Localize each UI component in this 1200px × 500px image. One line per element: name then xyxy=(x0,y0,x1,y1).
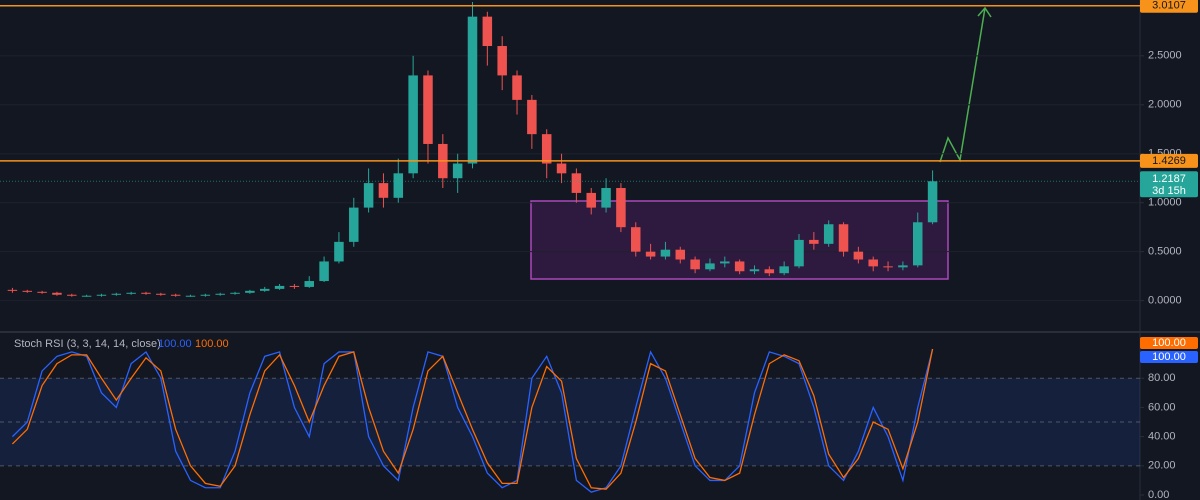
candle-body xyxy=(259,288,270,291)
candle-body xyxy=(22,290,33,292)
candle-body xyxy=(720,261,730,264)
candle-body xyxy=(378,183,389,198)
candle-body xyxy=(274,285,285,289)
candle-body xyxy=(675,249,686,260)
candle-body xyxy=(571,173,582,193)
k-legend-value: 100.00 xyxy=(158,338,192,350)
last-price-label: 1.2187 xyxy=(1152,173,1186,185)
y-tick-label: 2.0000 xyxy=(1148,99,1182,111)
y-tick-label: 60.00 xyxy=(1148,401,1176,413)
candle-body xyxy=(497,46,507,76)
candle-body xyxy=(185,295,196,297)
candle-body xyxy=(734,261,745,272)
candle-body xyxy=(868,259,878,267)
candle-body xyxy=(601,188,611,208)
candle-body xyxy=(363,183,374,208)
candle-body xyxy=(52,292,62,295)
candle-body xyxy=(467,16,478,164)
candle-body xyxy=(809,239,819,244)
last-value-tag xyxy=(1140,337,1198,350)
candle-body xyxy=(37,291,47,293)
candle-body xyxy=(200,294,211,296)
stoch-line xyxy=(11,348,934,493)
candle-body xyxy=(304,281,314,287)
last-price-tag xyxy=(1140,171,1198,198)
candle-body xyxy=(482,16,493,47)
candle-body xyxy=(289,285,300,287)
candle-body xyxy=(764,269,775,274)
candle-body xyxy=(349,207,359,242)
y-tick-label: 0.5000 xyxy=(1148,246,1182,258)
candle-body xyxy=(586,192,596,208)
last-value-label: 100.00 xyxy=(1152,351,1186,363)
arrow-head xyxy=(977,6,992,18)
d-legend-value: 100.00 xyxy=(195,338,229,350)
candle-body xyxy=(690,259,700,270)
level-label: 3.0107 xyxy=(1152,0,1186,12)
candle-body xyxy=(141,292,151,294)
y-tick-label: 80.00 xyxy=(1148,372,1176,384)
level-label: 1.4269 xyxy=(1152,155,1186,167)
last-value-tag xyxy=(1140,351,1198,364)
candle-body xyxy=(645,251,656,257)
y-tick-label: 1.0000 xyxy=(1148,197,1182,209)
y-tick-label: 2.5000 xyxy=(1148,50,1182,62)
candle-body xyxy=(156,293,166,295)
countdown-label: 3d 15h xyxy=(1152,185,1186,197)
candle-body xyxy=(631,227,641,252)
candle-body xyxy=(408,75,418,174)
candle-body xyxy=(7,289,18,291)
y-tick-label: 40.00 xyxy=(1148,431,1176,443)
stoch-line xyxy=(11,348,934,490)
candle-body xyxy=(823,224,834,244)
y-tick-label: 0.00 xyxy=(1148,489,1169,500)
candle-body xyxy=(319,261,329,282)
candle-body xyxy=(334,241,344,262)
candle-body xyxy=(838,224,849,252)
y-tick-label: 20.00 xyxy=(1148,460,1176,472)
candle-body xyxy=(111,293,122,295)
candle-body xyxy=(898,265,908,268)
candle-body xyxy=(512,75,522,100)
candle-body xyxy=(423,75,433,144)
candle-body xyxy=(126,292,136,294)
candle-body xyxy=(556,163,567,174)
candle-body xyxy=(215,293,225,295)
candle-body xyxy=(779,266,789,274)
candle-body xyxy=(794,239,804,267)
candle-body xyxy=(452,163,463,179)
candle-body xyxy=(67,294,77,296)
projection-arrow xyxy=(939,7,986,163)
candle-body xyxy=(393,173,404,198)
candle-body xyxy=(853,251,864,260)
candle-body xyxy=(749,269,760,272)
level-tag-bg xyxy=(1140,0,1198,13)
candle-body xyxy=(527,99,537,135)
candle-body xyxy=(96,294,107,296)
candle-body xyxy=(705,263,715,270)
candle-body xyxy=(616,188,626,228)
candle-body xyxy=(883,266,893,268)
last-value-label: 100.00 xyxy=(1152,337,1186,349)
candle-body xyxy=(660,249,671,257)
candle-body xyxy=(81,295,92,297)
candle-body xyxy=(170,294,181,296)
candle-body xyxy=(245,290,255,293)
y-tick-label: 0.0000 xyxy=(1148,295,1182,307)
candle-body xyxy=(927,181,938,223)
indicator-title: Stoch RSI (3, 3, 14, 14, close) xyxy=(14,338,161,350)
candle-body xyxy=(230,292,240,294)
level-tag-bg xyxy=(1140,153,1198,168)
candle-body xyxy=(912,222,923,266)
candle-body xyxy=(541,134,552,164)
